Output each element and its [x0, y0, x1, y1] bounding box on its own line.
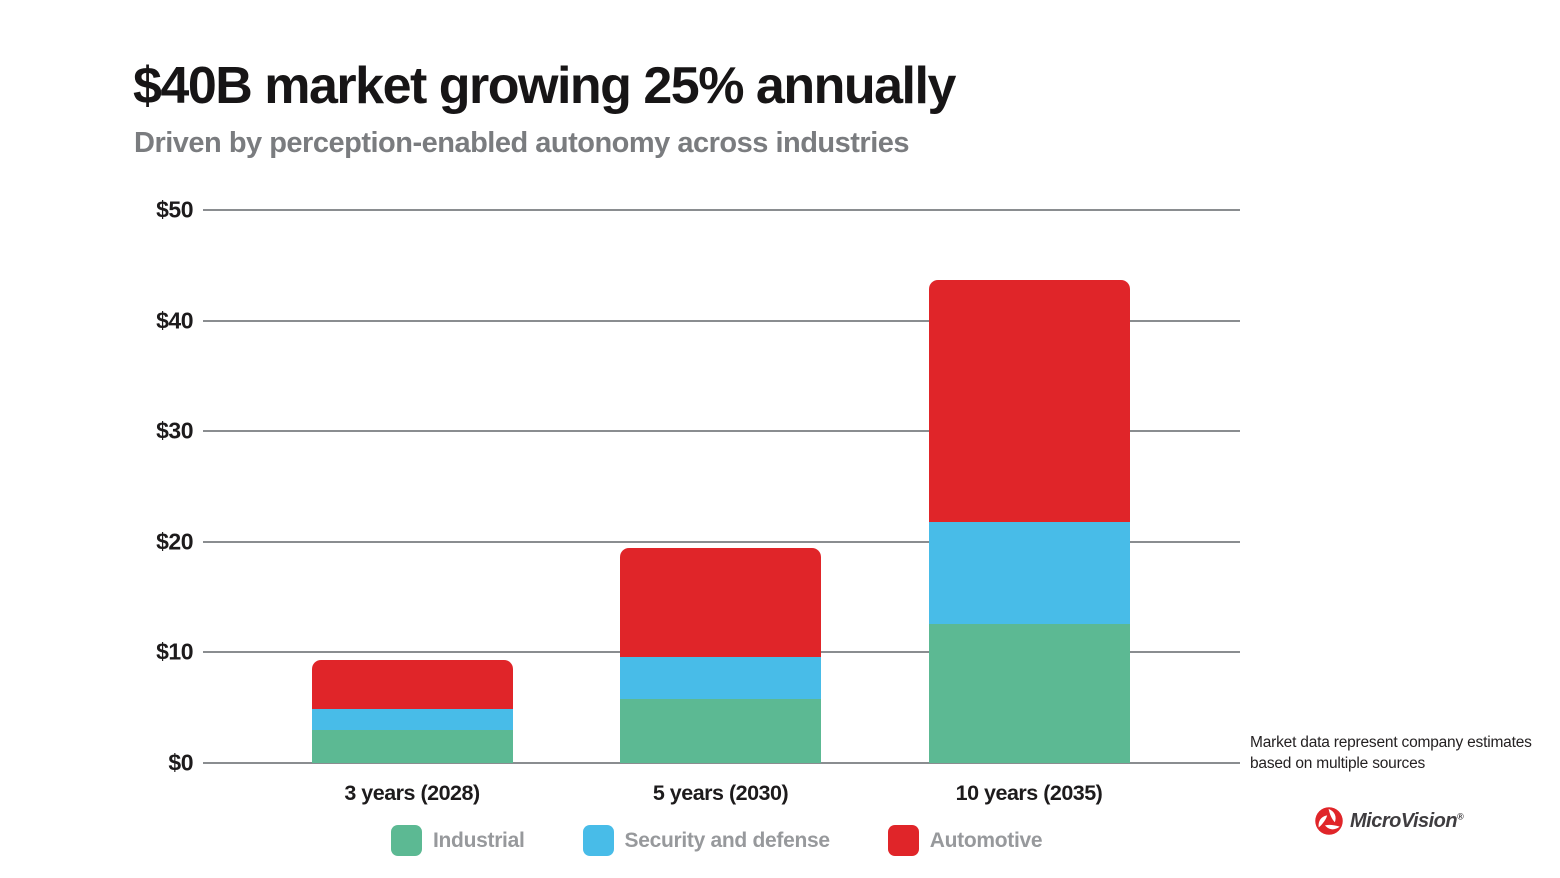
bar-segment-security-and-defense-2 [620, 656, 821, 699]
x-axis-label-3: 10 years (2035) [955, 781, 1103, 805]
page-title: $40B market growing 25% annually [133, 57, 956, 115]
bar-group-1 [311, 660, 513, 763]
legend-swatch-icon [391, 825, 422, 856]
bar-segment-automotive-1 [311, 660, 513, 709]
y-tick-label-10: $10 [156, 638, 193, 665]
gridline-20 [203, 540, 1240, 543]
bar-group-2 [620, 548, 821, 763]
bar-segment-automotive-2 [620, 548, 821, 657]
y-tick-label-50: $50 [156, 196, 193, 223]
legend-item-industrial: Industrial [391, 825, 525, 856]
y-tick-label-30: $30 [156, 417, 193, 444]
gridline-50 [203, 209, 1240, 211]
bar-group-3 [928, 279, 1130, 763]
bar-segment-automotive-3 [928, 279, 1130, 522]
y-tick-label-0: $0 [168, 749, 193, 776]
microvision-wordmark: MicroVision® [1350, 809, 1464, 832]
page-subtitle: Driven by perception-enabled autonomy ac… [134, 127, 910, 159]
legend-swatch-icon [582, 825, 614, 856]
y-tick-label-40: $40 [156, 307, 193, 334]
x-axis-label-2: 5 years (2030) [652, 781, 789, 805]
stacked-bar-chart: $0 $10 $20 $30 $40 $50 3 years (2028) 5 years (… [156, 197, 1240, 805]
legend-label: Automotive [929, 828, 1043, 852]
microvision-pinwheel-icon [1315, 807, 1343, 835]
footnote: Market data represent company estimates … [1250, 732, 1540, 774]
y-tick-label-20: $20 [156, 528, 193, 555]
bar-segment-industrial-3 [928, 623, 1130, 763]
legend-item-automotive: Automotive [887, 825, 1043, 856]
footnote-line-1: Market data represent company estimates [1250, 734, 1532, 751]
bar-segment-industrial-2 [620, 698, 821, 763]
chart-legend: Industrial Security and defense Automotive [391, 825, 1043, 856]
legend-swatch-icon [887, 825, 919, 856]
footnote-line-2: based on multiple sources [1250, 755, 1426, 772]
bar-segment-security-and-defense-3 [928, 521, 1130, 624]
legend-item-security-and-defense: Security and defense [582, 825, 831, 856]
bar-segment-security-and-defense-1 [311, 708, 513, 730]
gridline-40 [203, 319, 1240, 322]
x-axis-label-1: 3 years (2028) [344, 781, 480, 805]
legend-label: Industrial [433, 828, 525, 852]
legend-label: Security and defense [624, 828, 831, 852]
bar-segment-industrial-1 [311, 729, 513, 763]
registered-mark: ® [1457, 810, 1464, 821]
gridline-0 [203, 762, 1240, 764]
microvision-logo: MicroVision® [1314, 806, 1464, 836]
gridline-30 [203, 430, 1240, 433]
